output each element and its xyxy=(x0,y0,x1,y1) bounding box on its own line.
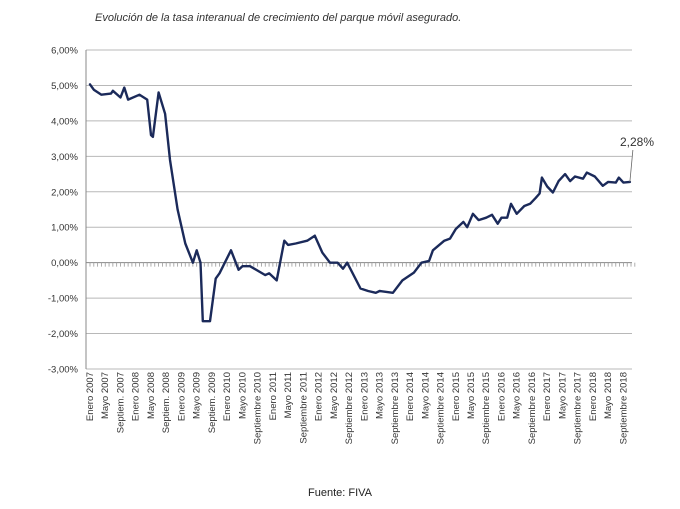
x-tick-label: Mayo 2010 xyxy=(237,372,248,419)
x-tick-label: Enero 2014 xyxy=(405,372,416,421)
x-tick-label: Septiembre 2013 xyxy=(390,372,401,444)
x-tick-label: Mayo 2015 xyxy=(466,372,477,419)
x-tick-label: Mayo 2013 xyxy=(375,372,386,419)
x-tick-label: Septiem. 2008 xyxy=(161,372,172,433)
x-tick-label: Enero 2010 xyxy=(222,372,233,421)
y-tick-label: 1,00% xyxy=(51,223,78,234)
y-tick-label: -1,00% xyxy=(48,294,79,305)
x-tick-label: Enero 2017 xyxy=(542,372,553,421)
x-tick-label: Mayo 2008 xyxy=(146,372,157,419)
x-tick-label: Mayo 2011 xyxy=(283,372,294,418)
y-tick-label: 3,00% xyxy=(51,152,78,163)
x-tick-label: Enero 2008 xyxy=(131,372,142,421)
y-tick-label: 2,00% xyxy=(51,187,78,198)
x-tick-label: Enero 2013 xyxy=(359,372,370,421)
x-tick-label: Enero 2007 xyxy=(85,372,96,421)
source-note: Fuente: FIVA xyxy=(308,487,372,499)
x-tick-label: Enero 2018 xyxy=(588,372,599,421)
y-tick-label: -3,00% xyxy=(48,365,79,376)
x-tick-label: Septiembre 2012 xyxy=(344,372,355,444)
x-tick-label: Septiembre 2010 xyxy=(253,372,264,444)
x-tick-label: Septiembre 2017 xyxy=(573,372,584,444)
x-tick-label: Septiembre 2016 xyxy=(527,372,538,444)
x-tick-label: Enero 2011 xyxy=(268,372,279,420)
x-tick-label: Septiembre 2015 xyxy=(481,372,492,444)
x-tick-label: Mayo 2012 xyxy=(329,372,340,419)
x-tick-label: Enero 2009 xyxy=(176,372,187,421)
x-tick-label: Mayo 2007 xyxy=(100,372,111,419)
x-tick-label: Septiem. 2009 xyxy=(207,372,218,433)
y-tick-label: -2,00% xyxy=(48,329,79,340)
x-tick-label: Mayo 2017 xyxy=(557,372,568,419)
x-tick-label: Septiembre 2014 xyxy=(436,372,447,444)
x-tick-label: Enero 2016 xyxy=(496,372,507,421)
y-tick-label: 0,00% xyxy=(51,258,78,269)
y-tick-label: 6,00% xyxy=(51,46,78,57)
annotation-leader xyxy=(629,149,634,182)
y-tick-label: 4,00% xyxy=(51,116,78,127)
x-tick-label: Mayo 2009 xyxy=(192,372,203,419)
annotation-label: 2,28% xyxy=(620,135,654,149)
chart-title: Evolución de la tasa interanual de creci… xyxy=(95,12,462,24)
series-line xyxy=(88,83,632,323)
x-tick-label: Septiembre 2018 xyxy=(618,372,629,444)
x-tick-label: Mayo 2016 xyxy=(512,372,523,419)
x-tick-label: Enero 2015 xyxy=(451,372,462,421)
x-tick-label: Septiem. 2007 xyxy=(115,372,126,433)
x-tick-label: Mayo 2018 xyxy=(603,372,614,419)
y-tick-label: 5,00% xyxy=(51,81,78,92)
x-tick-label: Mayo 2014 xyxy=(420,372,431,419)
x-tick-label: Enero 2012 xyxy=(314,372,325,421)
x-tick-label: Septiembre 2011 xyxy=(298,372,309,444)
